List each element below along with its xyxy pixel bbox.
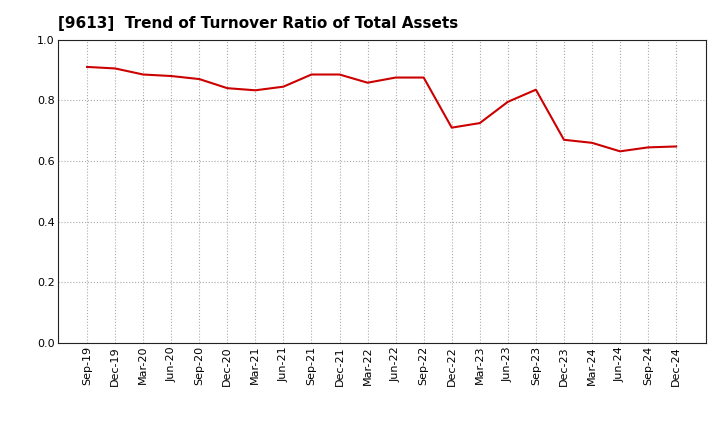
Text: [9613]  Trend of Turnover Ratio of Total Assets: [9613] Trend of Turnover Ratio of Total …: [58, 16, 458, 32]
